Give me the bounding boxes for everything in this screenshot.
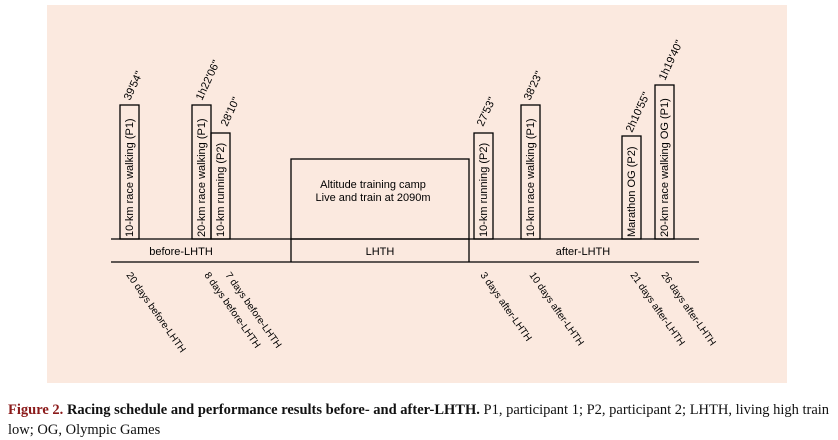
race-label: 20-km race walking (P1): [196, 118, 208, 237]
race-label: Marathon OG (P2): [626, 147, 638, 237]
figure-caption: Figure 2. Racing schedule and performanc…: [8, 400, 834, 440]
timing-label: 26 days after-LHTH: [659, 270, 718, 348]
race-result: 28'10": [219, 95, 243, 128]
caption-title: Racing schedule and performance results …: [66, 402, 480, 418]
phase-label-lhth: LHTH: [366, 246, 395, 258]
phase-label-after: after-LHTH: [556, 246, 610, 258]
phase-label-before: before-LHTH: [149, 246, 213, 258]
schedule-diagram: before-LHTH LHTH after-LHTH Altitude tra…: [111, 38, 718, 355]
race-label: 10-km running (P2): [215, 143, 227, 237]
altitude-camp-title: Altitude training camp: [320, 179, 426, 191]
altitude-camp-box: [290, 158, 470, 240]
caption-label: Figure 2.: [8, 402, 64, 418]
race-result: 2h10'55": [624, 90, 653, 134]
timing-label: 10 days after-LHTH: [527, 270, 586, 348]
altitude-camp-subtitle: Live and train at 2090m: [316, 192, 431, 204]
race-result: 27'53": [475, 95, 499, 128]
race-bar: [119, 104, 140, 240]
race-result: 1h22'06": [194, 58, 223, 102]
timing-label: 21 days after-LHTH: [628, 270, 687, 348]
race-bar: [654, 84, 675, 240]
race-bar: [473, 132, 494, 240]
race-result: 1h19'40": [657, 38, 686, 82]
race-bar: [520, 104, 541, 240]
timing-label: 3 days after-LHTH: [478, 270, 534, 343]
caption-text: P1, participant 1; P2, participant 2; LH…: [8, 402, 830, 438]
race-label: 20-km race walking OG (P1): [659, 98, 671, 237]
race-label: 10-km race walking (P1): [525, 118, 537, 237]
race-bar: [621, 135, 642, 240]
race-label: 10-km running (P2): [478, 143, 490, 237]
race-bar: [210, 132, 231, 240]
race-result: 38'23": [522, 69, 546, 102]
figure-panel: before-LHTH LHTH after-LHTH Altitude tra…: [47, 5, 787, 383]
race-label: 10-km race walking (P1): [124, 118, 136, 237]
race-result: 39'54": [122, 69, 146, 102]
timing-label: 20 days before-LHTH: [124, 270, 188, 355]
